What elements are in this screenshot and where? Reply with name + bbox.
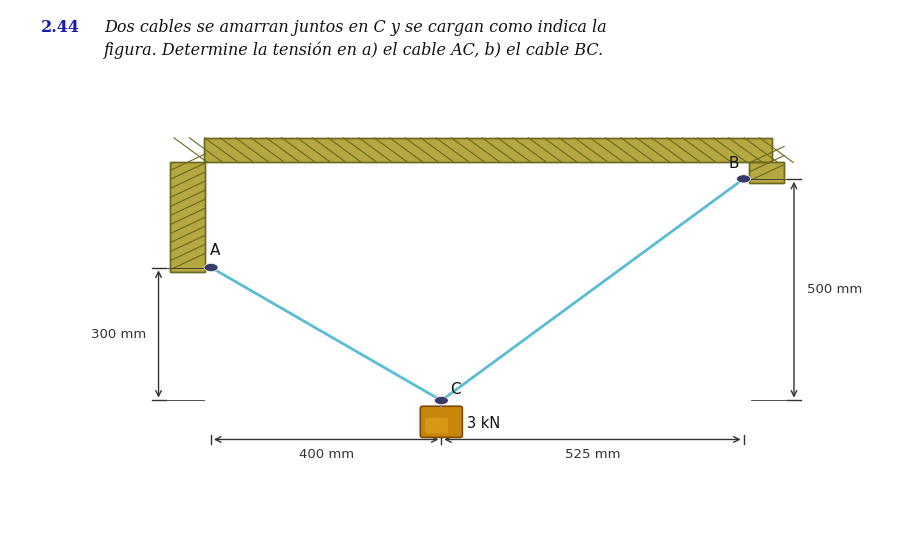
Circle shape	[736, 175, 749, 183]
Text: 300 mm: 300 mm	[90, 327, 145, 341]
Text: 400 mm: 400 mm	[298, 448, 353, 461]
Bar	[749, 163, 783, 183]
Text: C: C	[450, 382, 460, 397]
Bar	[171, 163, 205, 272]
Bar	[204, 138, 771, 163]
Text: Dos cables se amarran juntos en C y se cargan como indica la
figura. Determine l: Dos cables se amarran juntos en C y se c…	[104, 19, 606, 59]
Circle shape	[204, 263, 218, 272]
Bar	[171, 163, 205, 272]
Text: 2.44: 2.44	[41, 19, 79, 36]
Bar	[749, 163, 783, 183]
Circle shape	[433, 397, 448, 405]
Text: 3 kN: 3 kN	[466, 416, 499, 431]
Text: A: A	[209, 244, 219, 259]
Bar	[204, 138, 771, 163]
Text: 500 mm: 500 mm	[805, 283, 861, 296]
Text: B: B	[727, 157, 738, 172]
Text: 525 mm: 525 mm	[564, 448, 619, 461]
FancyBboxPatch shape	[424, 418, 448, 433]
FancyBboxPatch shape	[420, 406, 461, 438]
